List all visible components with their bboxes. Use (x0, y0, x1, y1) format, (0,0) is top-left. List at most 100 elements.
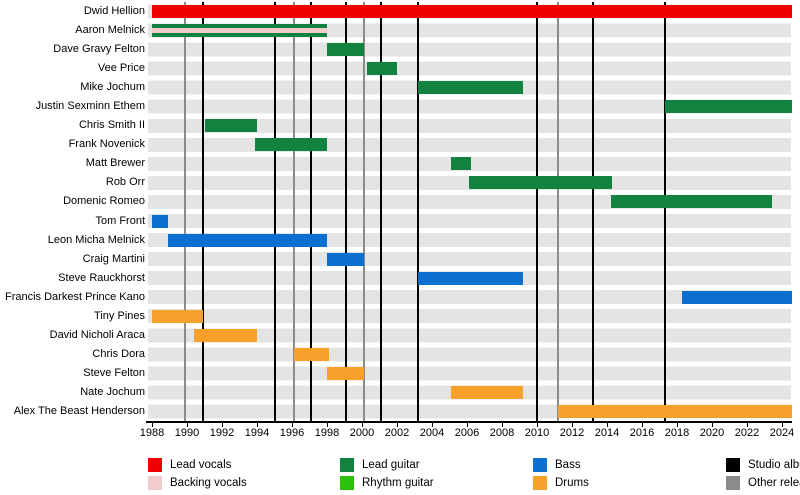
axis-tick (606, 423, 608, 427)
member-label-nate-jochum: Nate Jochum (80, 385, 145, 398)
axis-tick (466, 423, 468, 427)
member-label-mike-jochum: Mike Jochum (80, 81, 145, 94)
legend-swatch-backing-vocals (148, 476, 162, 490)
tenure-bar-bass (418, 271, 523, 285)
tenure-bar-bass (327, 252, 364, 266)
member-label-alex-the-beast-henderson: Alex The Beast Henderson (13, 404, 145, 417)
member-label-frank-novenick: Frank Novenick (68, 138, 145, 151)
axis-tick (746, 423, 748, 427)
member-label-chris-smith-ii: Chris Smith II (78, 119, 145, 132)
axis-tick (151, 423, 153, 427)
legend-swatch-lead-vocals (148, 458, 162, 472)
studio-album-line (310, 2, 313, 421)
axis-tick-label: 2002 (384, 427, 410, 439)
tenure-bar-drums (293, 347, 329, 361)
axis-tick (431, 423, 433, 427)
legend-label-studio-albums: Studio albums (748, 459, 800, 471)
axis-tick (256, 423, 258, 427)
legend-label-rhythm-guitar: Rhythm guitar (362, 477, 434, 489)
axis-tick-label: 2018 (664, 427, 690, 439)
member-label-steve-felton: Steve Felton (83, 366, 145, 379)
axis-tick (291, 423, 293, 427)
axis-tick-label: 2004 (419, 427, 445, 439)
tenure-bar-lead-guitar (418, 81, 523, 95)
legend-label-lead-guitar: Lead guitar (362, 459, 420, 471)
member-label-dwid-hellion: Dwid Hellion (83, 5, 145, 18)
tenure-bar-bass (167, 233, 327, 247)
axis-tick (326, 423, 328, 427)
axis-tick-label: 2014 (594, 427, 620, 439)
other-release-line (292, 2, 295, 421)
tenure-bar-bass (152, 214, 168, 228)
axis-tick-label: 2012 (559, 427, 585, 439)
axis-tick-label: 2000 (349, 427, 375, 439)
legend-swatch-drums (533, 476, 547, 490)
studio-album-line (536, 2, 538, 421)
other-release-line (557, 2, 559, 421)
studio-album-line (273, 2, 276, 421)
axis-tick-label: 1996 (279, 427, 305, 439)
studio-album-line (201, 2, 204, 421)
axis-tick (781, 423, 783, 427)
member-label-rob-orr: Rob Orr (105, 176, 145, 189)
tenure-bar-lead-guitar (664, 100, 792, 114)
tenure-bar-lead-guitar (204, 119, 257, 133)
axis-tick-label: 1990 (174, 427, 200, 439)
axis-tick (641, 423, 643, 427)
axis-tick (361, 423, 363, 427)
legend-swatch-other-releases (726, 476, 740, 490)
axis-tick (536, 423, 538, 427)
tenure-bar-lead-guitar (255, 138, 327, 152)
member-label-craig-martini: Craig Martini (82, 252, 145, 265)
member-label-leon-micha-melnick: Leon Micha Melnick (47, 233, 145, 246)
studio-album-line (592, 2, 594, 421)
studio-album-line (417, 2, 419, 421)
tenure-bar-lead-guitar (451, 157, 471, 171)
tenure-bar-lead-guitar (327, 43, 364, 57)
tenure-bar-lead-guitar (367, 62, 397, 76)
axis-tick-label: 2024 (769, 427, 795, 439)
axis-tick (186, 423, 188, 427)
studio-album-line (345, 2, 348, 421)
legend-swatch-studio-albums (726, 458, 740, 472)
member-label-tiny-pines: Tiny Pines (94, 309, 145, 322)
tenure-bar-lead-guitar (610, 195, 772, 209)
member-label-steve-rauckhorst: Steve Rauckhorst (58, 271, 145, 284)
axis-tick-label: 2008 (489, 427, 515, 439)
member-label-dave-gravy-felton: Dave Gravy Felton (53, 43, 145, 56)
axis-tick-label: 2016 (629, 427, 655, 439)
axis-tick-label: 1994 (244, 427, 270, 439)
member-label-justin-sexminn-ethem: Justin Sexminn Ethem (35, 100, 145, 113)
x-axis-line (146, 421, 792, 423)
row-stripes-background (148, 2, 791, 421)
legend-swatch-rhythm-guitar (340, 476, 354, 490)
axis-tick (501, 423, 503, 427)
member-label-david-nicholi-araca: David Nicholi Araca (49, 328, 145, 341)
legend-label-lead-vocals: Lead vocals (170, 459, 232, 471)
legend-label-backing-vocals: Backing vocals (170, 477, 247, 489)
studio-album-line (663, 2, 666, 421)
tenure-bar-drums (451, 385, 523, 399)
legend-swatch-lead-guitar (340, 458, 354, 472)
tenure-bar-drums (558, 404, 792, 418)
member-label-domenic-romeo: Domenic Romeo (63, 195, 145, 208)
axis-tick (676, 423, 678, 427)
axis-tick (711, 423, 713, 427)
legend-label-drums: Drums (555, 477, 589, 489)
legend-label-other-releases: Other releases (748, 477, 800, 489)
member-label-matt-brewer: Matt Brewer (85, 157, 145, 170)
tenure-bar-drums (152, 309, 203, 323)
tenure-bar-lead-guitar (468, 176, 613, 190)
axis-tick-label: 2022 (734, 427, 760, 439)
member-label-vee-price: Vee Price (97, 62, 145, 75)
member-label-tom-front: Tom Front (95, 214, 145, 227)
member-label-francis-darkest-prince-kano: Francis Darkest Prince Kano (5, 290, 145, 303)
axis-tick-label: 1998 (314, 427, 340, 439)
axis-tick-label: 2020 (699, 427, 725, 439)
tenure-bar-lead-vocals (152, 5, 792, 18)
axis-tick-label: 2006 (454, 427, 480, 439)
legend-swatch-bass (533, 458, 547, 472)
member-label-chris-dora: Chris Dora (92, 347, 145, 360)
axis-tick-label: 2010 (524, 427, 550, 439)
